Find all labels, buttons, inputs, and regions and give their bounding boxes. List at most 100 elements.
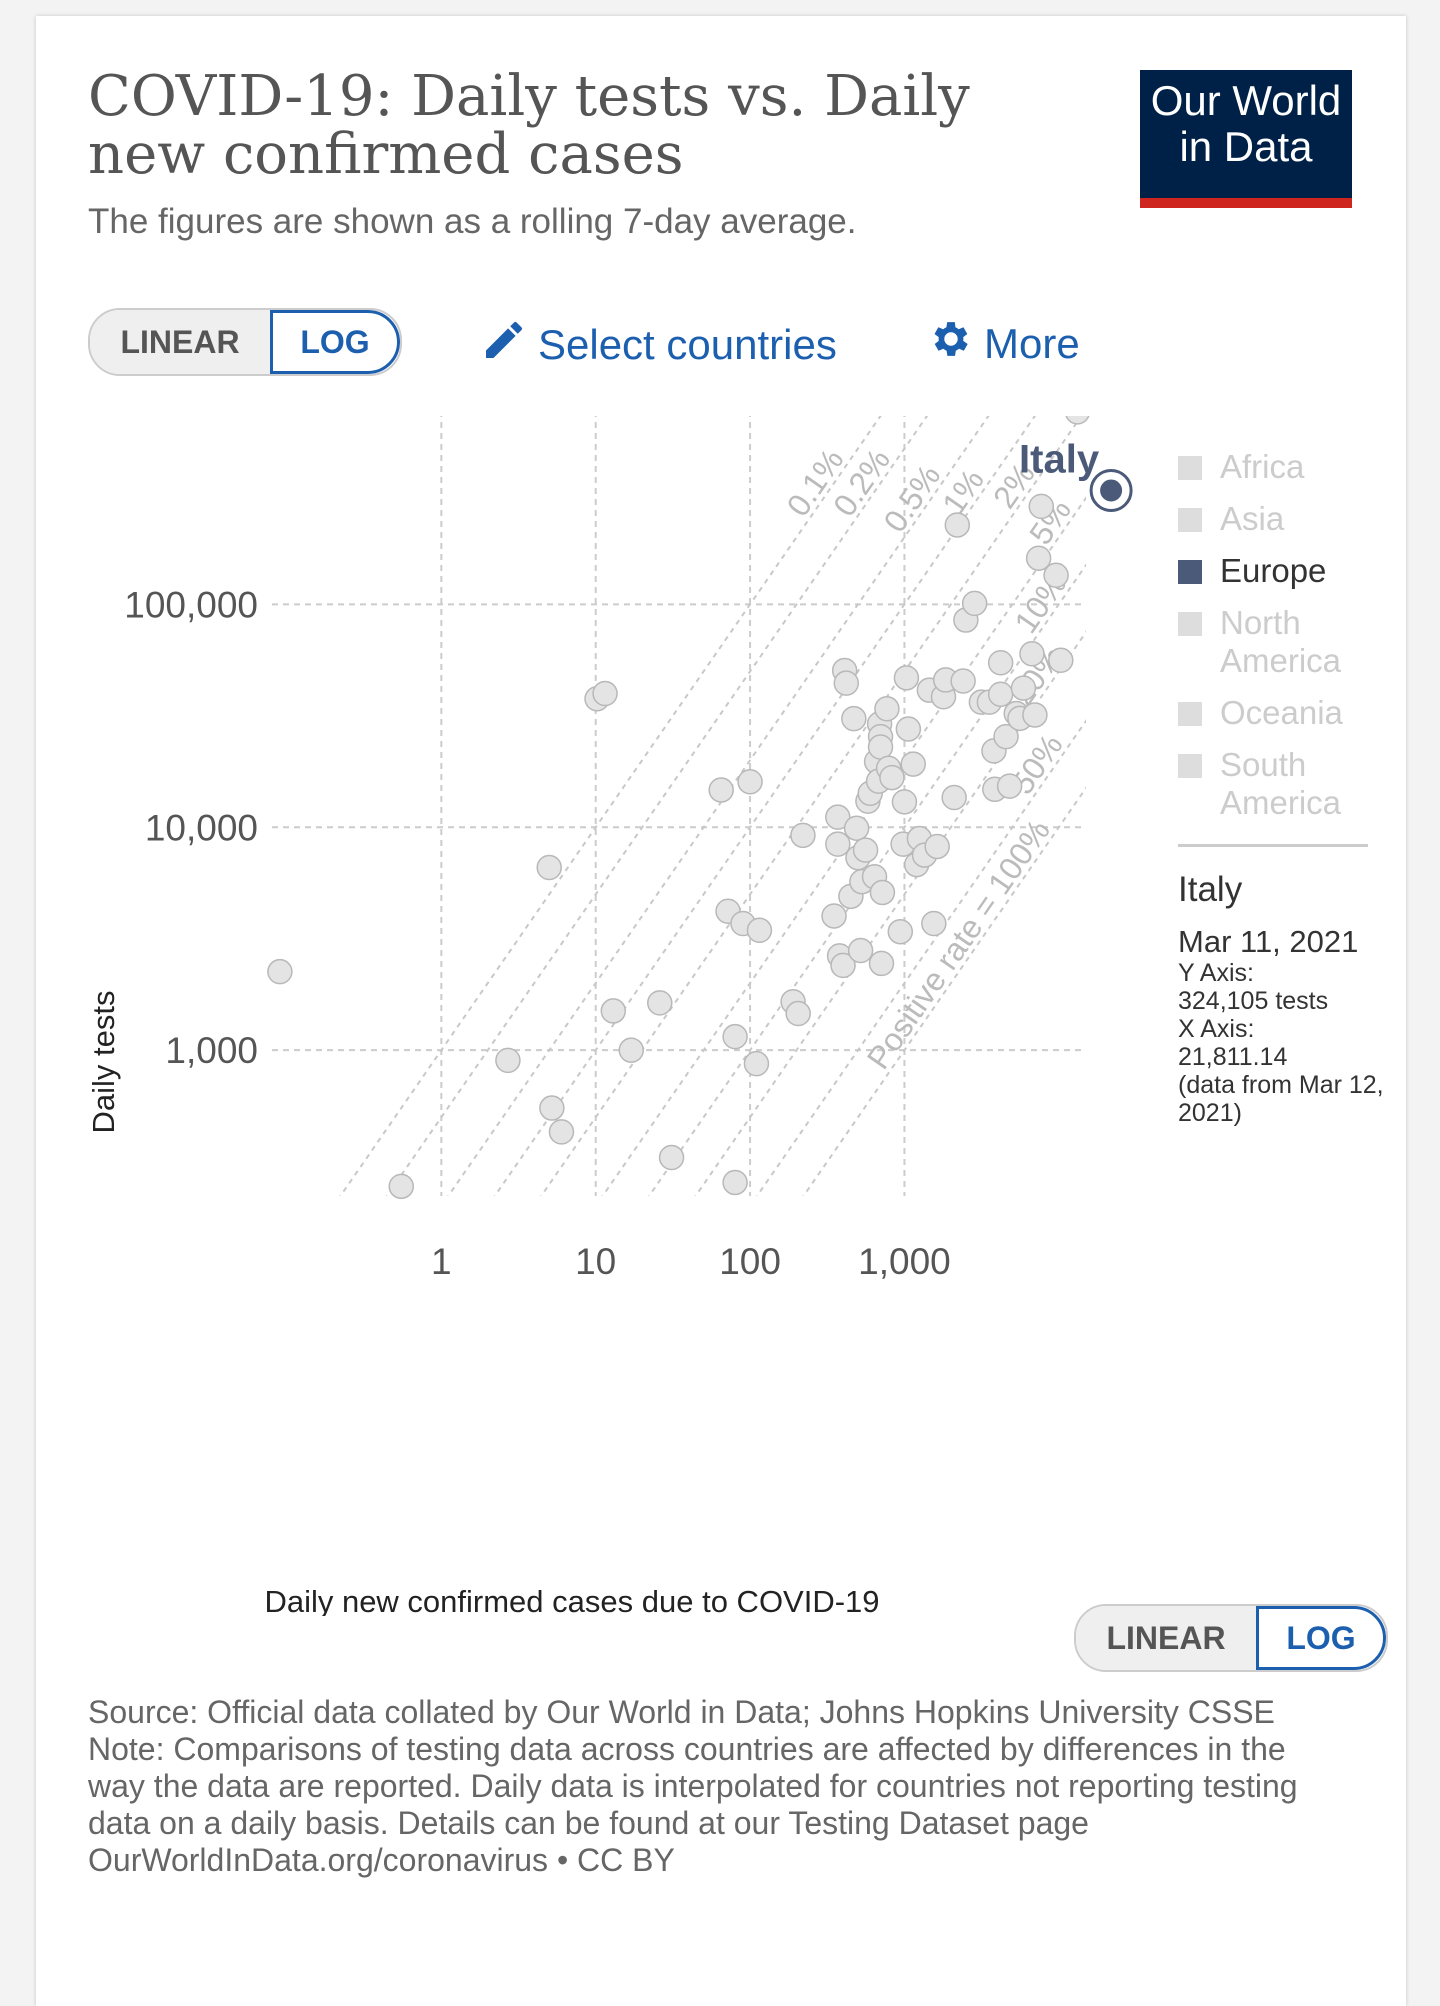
legend-item-europe[interactable]: Europe: [1178, 552, 1388, 590]
data-point[interactable]: [592, 680, 618, 707]
y-axis-label: Daily tests: [86, 991, 121, 1134]
data-point[interactable]: [868, 950, 895, 977]
pencil-icon: [480, 316, 528, 374]
select-countries-button[interactable]: Select countries: [480, 316, 837, 374]
data-point[interactable]: [847, 937, 874, 964]
data-point[interactable]: [993, 723, 1019, 750]
data-point[interactable]: [495, 1047, 521, 1074]
x-tick-label: 1: [431, 1241, 452, 1282]
data-point[interactable]: [891, 789, 918, 815]
positive-rate-line: [755, 719, 1086, 1196]
y-scale-toggle: LINEAR LOG: [88, 308, 402, 376]
data-point[interactable]: [950, 668, 976, 694]
data-point[interactable]: [647, 990, 673, 1016]
data-point[interactable]: [790, 822, 816, 849]
data-point[interactable]: [830, 952, 856, 979]
data-point[interactable]: [388, 1173, 415, 1200]
data-point[interactable]: [895, 716, 922, 742]
footer-credit[interactable]: OurWorldInData.org/coronavirus • CC BY: [88, 1842, 675, 1878]
legend-item-south-america[interactable]: South America: [1178, 746, 1388, 822]
data-point[interactable]: [267, 958, 293, 985]
data-point[interactable]: [996, 773, 1023, 799]
data-point[interactable]: [821, 903, 847, 929]
data-point[interactable]: [825, 804, 851, 830]
italy-label: Italy: [1019, 437, 1100, 481]
data-point[interactable]: [852, 837, 879, 863]
data-point[interactable]: [924, 833, 950, 860]
legend-divider: [1178, 844, 1368, 847]
data-point[interactable]: [1028, 493, 1055, 520]
data-point[interactable]: [867, 734, 894, 760]
footer-note: Note: Comparisons of testing data across…: [88, 1731, 1298, 1841]
data-point[interactable]: [869, 879, 896, 906]
data-point[interactable]: [874, 696, 900, 722]
x-tick-label: 10: [575, 1241, 616, 1282]
data-point[interactable]: [536, 854, 562, 881]
legend-item-asia[interactable]: Asia: [1178, 500, 1388, 538]
data-point[interactable]: [548, 1119, 575, 1145]
footer-source: Source: Official data collated by Our Wo…: [88, 1694, 1275, 1730]
data-point[interactable]: [746, 917, 773, 944]
data-point[interactable]: [618, 1037, 645, 1063]
x-scale-toggle: LINEAR LOG: [1074, 1604, 1388, 1672]
legend-label: South America: [1220, 746, 1342, 821]
data-point[interactable]: [833, 670, 860, 696]
x-scale-linear-button[interactable]: LINEAR: [1076, 1606, 1256, 1670]
data-point[interactable]: [887, 918, 914, 945]
y-scale-linear-button[interactable]: LINEAR: [90, 310, 270, 374]
data-point[interactable]: [600, 998, 627, 1024]
data-point[interactable]: [1065, 416, 1090, 425]
data-point[interactable]: [1048, 647, 1074, 674]
info-x-value: 21,811.14: [1178, 1043, 1288, 1071]
legend-swatch: [1178, 456, 1202, 480]
data-point[interactable]: [893, 665, 920, 691]
y-scale-log-button[interactable]: LOG: [270, 310, 400, 374]
italy-point[interactable]: [1098, 477, 1125, 504]
more-button[interactable]: More: [928, 316, 1080, 372]
owid-logo[interactable]: Our World in Data: [1140, 70, 1352, 208]
data-point[interactable]: [722, 1169, 748, 1196]
data-point[interactable]: [900, 751, 926, 777]
data-point[interactable]: [708, 777, 734, 803]
data-point[interactable]: [961, 590, 988, 617]
positive-rate-line: [447, 416, 990, 1196]
data-point[interactable]: [1019, 641, 1045, 667]
data-point[interactable]: [944, 512, 971, 538]
data-point[interactable]: [987, 649, 1014, 676]
data-point[interactable]: [843, 815, 870, 841]
legend-item-north-america[interactable]: North America: [1178, 604, 1388, 680]
data-point[interactable]: [879, 764, 905, 791]
data-point[interactable]: [1025, 545, 1052, 571]
data-point[interactable]: [539, 1095, 565, 1121]
data-point[interactable]: [825, 831, 851, 857]
legend: Africa Asia Europe North America Oceania Sout…: [1178, 448, 1388, 1127]
positive-rate-label: 1%: [935, 462, 991, 521]
data-point[interactable]: [1043, 562, 1069, 589]
data-point[interactable]: [941, 784, 967, 811]
x-tick-label: 1,000: [858, 1241, 951, 1282]
gear-icon: [928, 316, 974, 372]
data-point[interactable]: [785, 1000, 811, 1027]
data-point[interactable]: [1010, 675, 1037, 701]
x-scale-log-button[interactable]: LOG: [1256, 1606, 1386, 1670]
data-point[interactable]: [658, 1144, 685, 1171]
positive-rate-line: [385, 416, 929, 1196]
positive-rate-label: Positive rate = 100%: [860, 813, 1057, 1076]
data-point[interactable]: [987, 681, 1014, 708]
data-point[interactable]: [722, 1023, 748, 1050]
data-point[interactable]: [737, 769, 763, 795]
legend-swatch: [1178, 612, 1202, 636]
data-point[interactable]: [921, 910, 947, 937]
legend-swatch: [1178, 560, 1202, 584]
info-x-label: X Axis:: [1178, 1015, 1255, 1043]
y-tick-label: 1,000: [165, 1030, 258, 1071]
positive-rate-line: [493, 416, 1037, 1196]
data-point[interactable]: [743, 1050, 770, 1077]
legend-swatch: [1178, 754, 1202, 778]
legend-item-africa[interactable]: Africa: [1178, 448, 1388, 486]
data-point[interactable]: [1022, 702, 1048, 728]
data-point[interactable]: [841, 705, 867, 732]
scatter-plot: 0.1%0.2%0.5%1%2%5%10%20%50%Positive rate…: [86, 416, 1133, 1616]
legend-item-oceania[interactable]: Oceania: [1178, 694, 1388, 732]
x-axis-label: Daily new confirmed cases due to COVID-1…: [264, 1584, 879, 1616]
